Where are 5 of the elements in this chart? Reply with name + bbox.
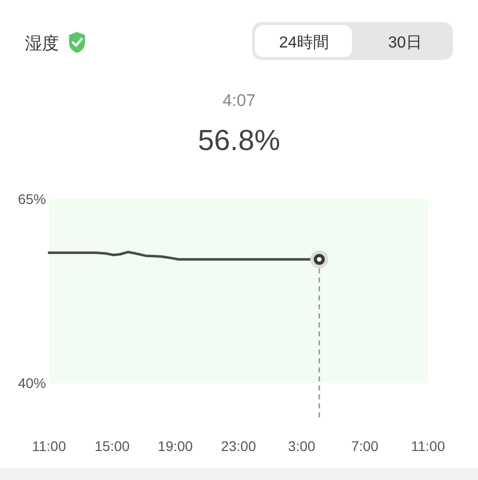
title: 湿度: [25, 34, 59, 53]
annotation: 4:07: [222, 91, 256, 110]
annotation: 56.8%: [198, 125, 280, 157]
annotation: 24時間: [279, 34, 329, 52]
annotation: 30日: [388, 34, 422, 52]
